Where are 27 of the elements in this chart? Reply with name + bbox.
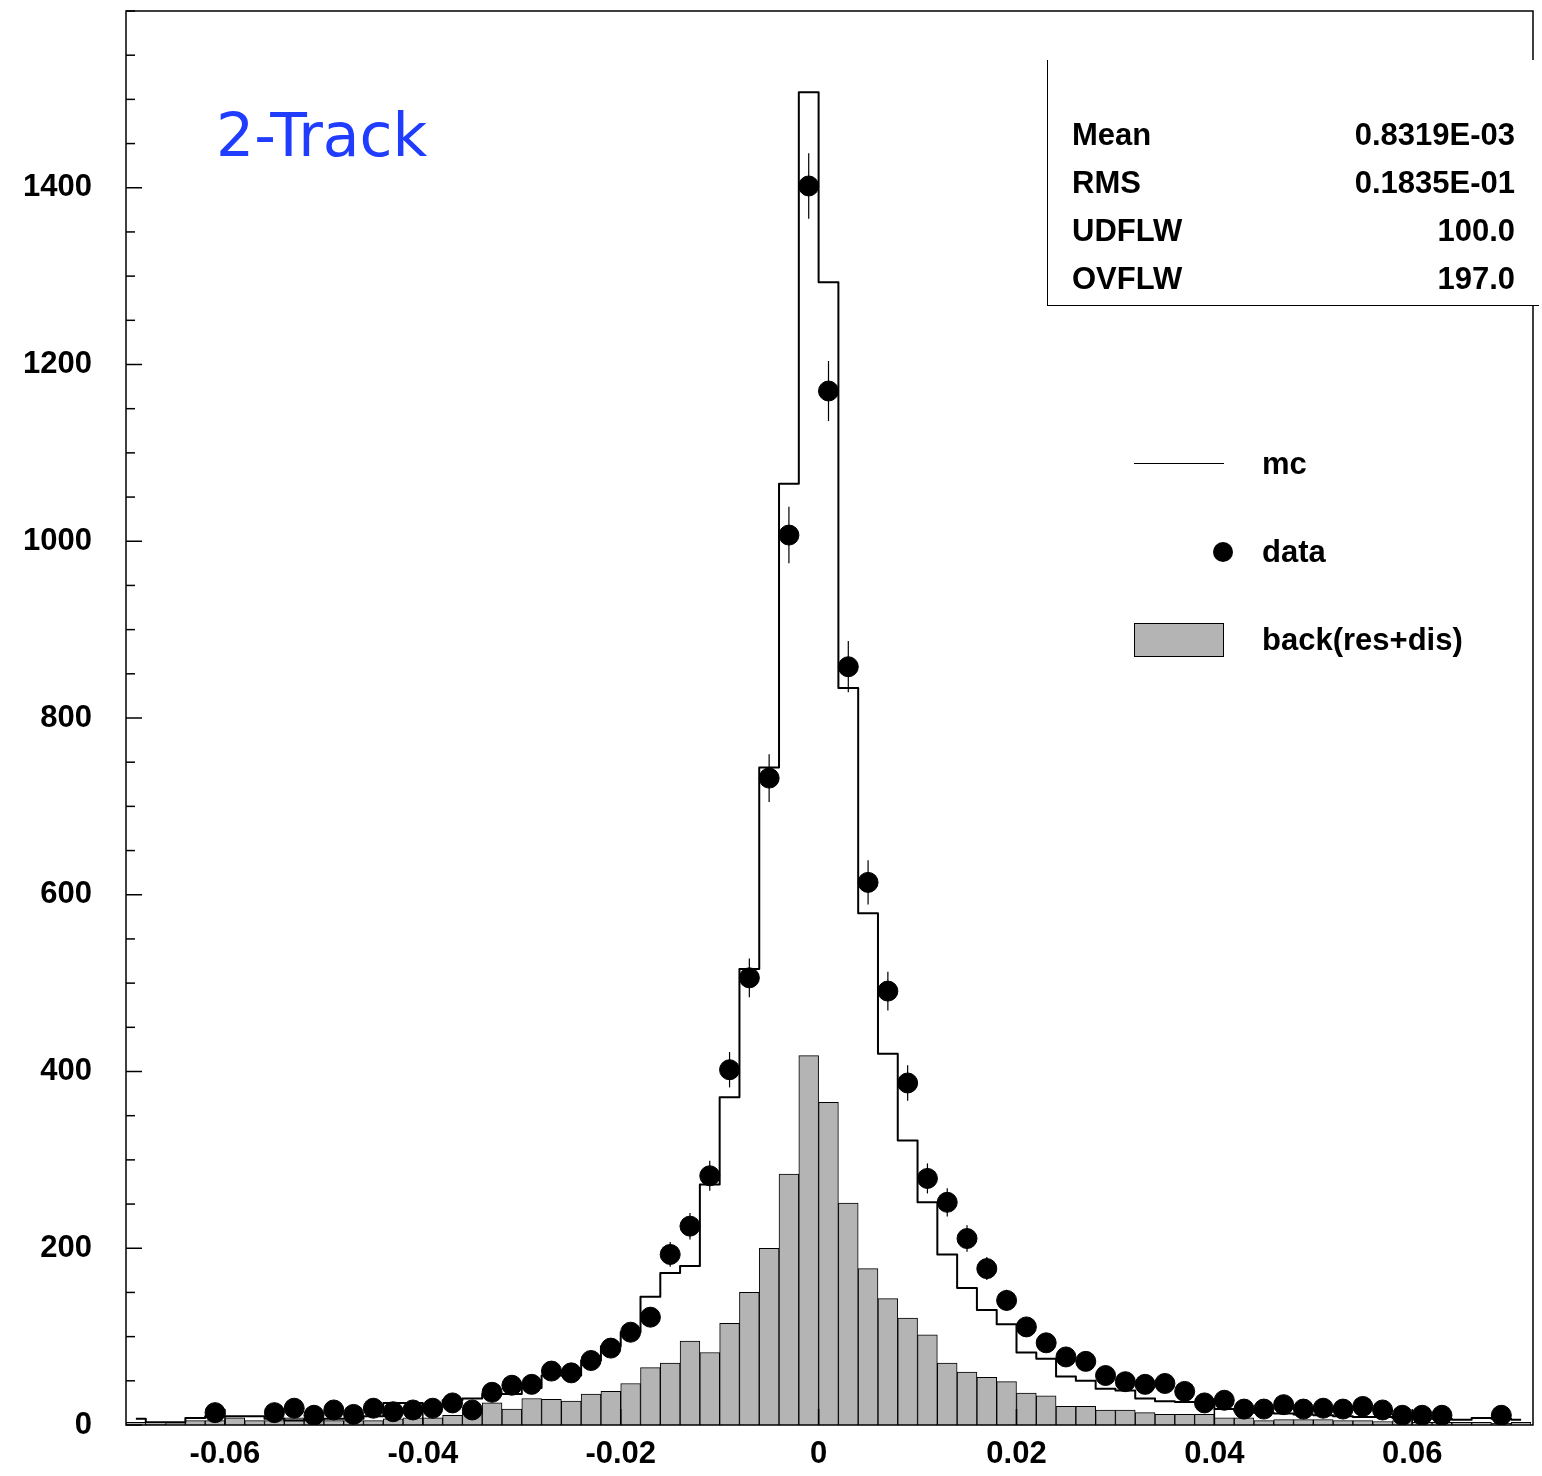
y-tick-label: 1000 [23, 521, 92, 557]
text: 2-Track [216, 100, 428, 170]
x-tick-label: 0 [809, 1435, 828, 1471]
annotation: Mean [1072, 117, 1153, 153]
x-tick-label: 0.02 [986, 1435, 1047, 1471]
y-tick-label: 1200 [23, 345, 92, 381]
annotation: 100.0 [1436, 213, 1515, 249]
annotation: 197.0 [1436, 261, 1515, 297]
legend-label: mc [1262, 446, 1307, 482]
annotation: UDFLW [1072, 213, 1184, 249]
annotation: OVFLW [1072, 261, 1184, 297]
y-tick-label: 200 [40, 1228, 92, 1264]
annotation: 0.8319E-03 [1353, 117, 1515, 153]
x-tick-label: 0.06 [1382, 1435, 1443, 1471]
y-tick-label: 400 [40, 1052, 92, 1088]
x-tick-label: -0.04 [387, 1435, 459, 1471]
x-tick-label: -0.02 [585, 1435, 657, 1471]
y-tick-label: 0 [74, 1405, 92, 1441]
annotation: 0.1835E-01 [1353, 165, 1515, 201]
legend-label: back(res+dis) [1262, 622, 1463, 658]
legend-label: data [1262, 534, 1326, 570]
annotation: RMS [1072, 165, 1142, 201]
y-tick-label: 600 [40, 875, 92, 911]
y-tick-label: 1400 [23, 168, 92, 204]
y-tick-label: 800 [40, 698, 92, 734]
x-tick-label: 0.04 [1184, 1435, 1246, 1471]
x-tick-label: -0.06 [189, 1435, 261, 1471]
